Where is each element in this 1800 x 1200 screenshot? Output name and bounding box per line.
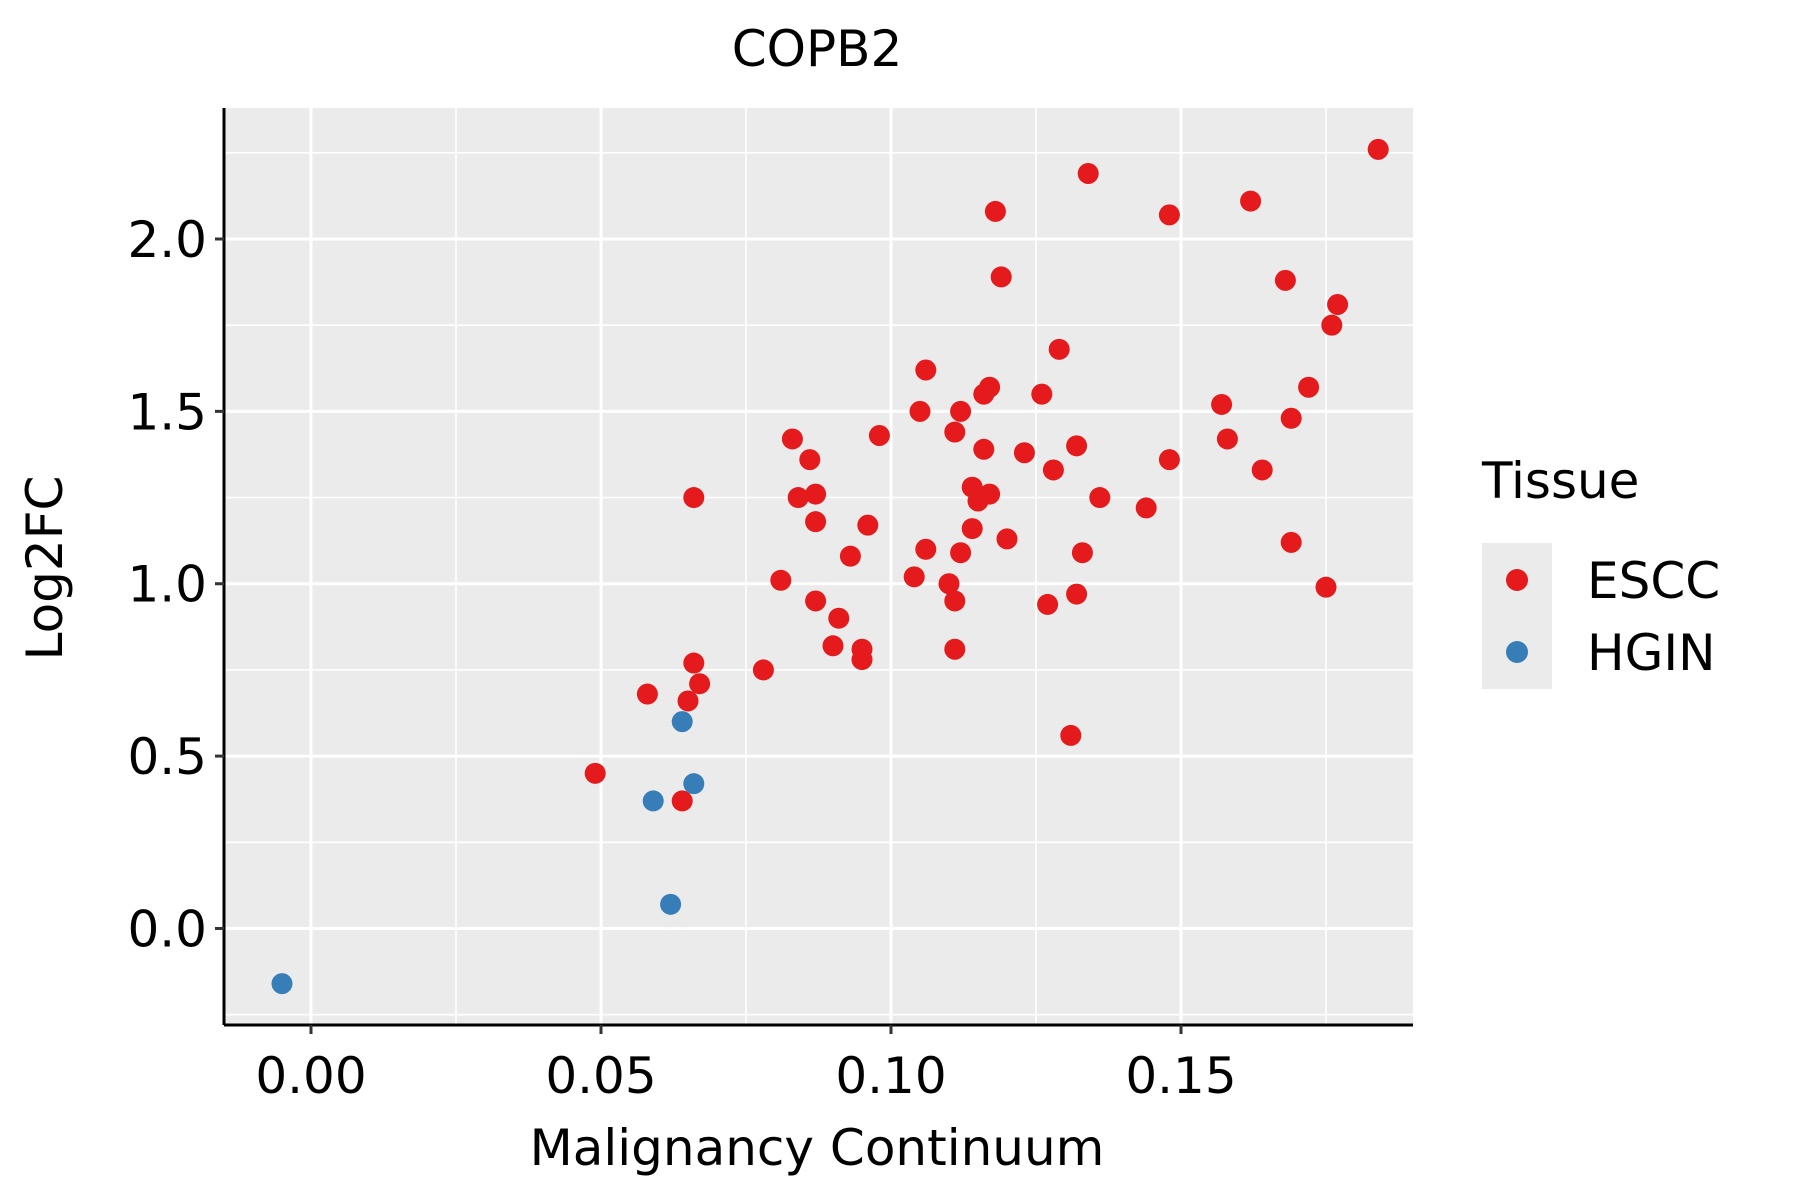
data-point-hgin [683,773,705,795]
y-tick-label: 0.0 [127,900,207,958]
data-point-escc [677,690,699,712]
data-point-escc [1089,487,1111,509]
data-point-escc [683,652,705,674]
y-tick-label: 1.5 [127,383,207,441]
data-point-escc [1216,428,1238,450]
data-point-escc [984,200,1006,222]
data-point-escc [1077,163,1099,184]
data-point-escc [1327,294,1349,315]
data-point-escc [973,438,995,460]
data-point-escc [805,590,827,612]
data-point-escc [950,542,972,564]
data-point-escc [799,449,821,471]
data-point-escc [1135,497,1157,519]
data-point-escc [1240,190,1262,212]
data-point-escc [1315,576,1337,598]
y-tick-label: 1.0 [127,556,207,614]
data-point-escc [1321,314,1343,336]
data-point-escc [979,376,1001,398]
data-point-escc [1060,724,1082,746]
legend: Tissue ESCC HGIN [1481,452,1720,689]
chart-title: COPB2 [732,20,903,78]
data-point-escc [990,266,1012,288]
data-point-hgin [642,790,664,812]
data-point-escc [1031,383,1053,405]
data-point-escc [770,569,792,591]
x-tick-label: 0.15 [1125,1047,1236,1105]
legend-title: Tissue [1481,452,1639,510]
data-point-hgin [271,973,293,995]
data-point-escc [781,428,803,450]
data-point-escc [689,673,711,695]
data-point-escc [979,483,1001,505]
legend-key-background [1482,543,1552,689]
data-point-escc [851,649,873,671]
data-point-escc [636,683,658,705]
data-point-escc [1037,593,1059,615]
data-point-escc [996,528,1018,550]
data-point-escc [1251,459,1273,481]
data-point-escc [1066,435,1088,457]
x-tick-label: 0.05 [545,1047,656,1105]
data-points [271,138,1389,995]
data-point-escc [671,790,693,812]
x-tick-label: 0.10 [835,1047,946,1105]
data-point-escc [915,359,937,381]
data-point-escc [950,400,972,422]
y-axis-label: Log2FC [16,476,74,661]
data-point-escc [752,659,774,681]
legend-label-escc: ESCC [1587,552,1720,610]
data-point-escc [805,511,827,533]
data-point-escc [839,545,861,567]
legend-key-escc [1506,569,1528,591]
data-point-escc [1013,442,1035,464]
data-point-escc [944,638,966,660]
data-point-escc [805,483,827,505]
data-point-escc [1158,449,1180,471]
data-point-escc [1071,542,1093,564]
x-axis-label: Malignancy Continuum [530,1119,1105,1177]
data-point-escc [584,762,606,784]
data-point-escc [868,425,890,446]
y-axis-ticks: 0.0 0.5 1.0 1.5 2.0 [127,211,224,958]
data-point-escc [1048,338,1070,360]
data-point-escc [1280,531,1302,553]
data-point-escc [903,566,925,588]
y-tick-label: 2.0 [127,211,207,269]
data-point-escc [822,635,844,657]
data-point-escc [1066,583,1088,605]
data-point-hgin [671,711,693,733]
x-tick-label: 0.00 [255,1047,366,1105]
data-point-escc [1211,393,1233,415]
data-point-escc [1274,269,1296,291]
data-point-escc [1298,376,1320,398]
data-point-escc [938,573,960,595]
data-point-escc [1042,459,1064,481]
data-point-escc [857,514,879,536]
data-point-escc [787,487,809,509]
legend-label-hgin: HGIN [1587,624,1716,682]
plot-panel [224,108,1413,1025]
x-axis-ticks: 0.00 0.05 0.10 0.15 [255,1025,1237,1105]
data-point-escc [828,607,850,629]
data-point-hgin [660,893,682,915]
data-point-escc [1280,407,1302,429]
data-point-escc [961,518,983,540]
grid-minor [224,108,1413,1025]
data-point-escc [683,487,705,509]
data-point-escc [944,590,966,612]
y-tick-label: 0.5 [127,728,207,786]
legend-key-hgin [1506,641,1528,663]
grid-major [224,108,1413,1025]
data-point-escc [909,400,931,422]
data-point-escc [1158,204,1180,226]
data-point-escc [915,538,937,560]
data-point-escc [1367,138,1389,160]
data-point-escc [944,421,966,443]
